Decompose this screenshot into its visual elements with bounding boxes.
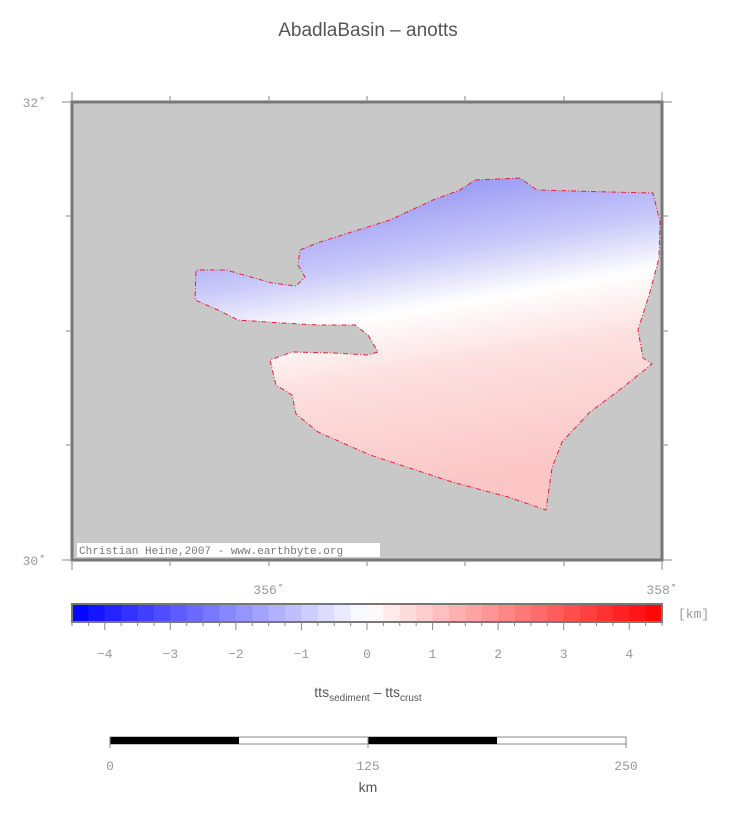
colorbar-cell (596, 604, 614, 622)
colorbar-cell (498, 604, 515, 622)
scale-label-250: 250 (614, 759, 637, 774)
colorbar-cell (629, 604, 647, 622)
basin-polygon (194, 177, 661, 511)
colorbar-cell (481, 604, 499, 622)
colorbar-cell (153, 604, 171, 622)
colorbar-cell (530, 604, 548, 622)
colorbar-cell (170, 604, 188, 622)
colorbar-cell (367, 604, 384, 622)
colorbar-cell (432, 604, 450, 622)
colorbar-cell (268, 604, 286, 622)
colorbar-cell (399, 604, 417, 622)
colorbar-cell (121, 604, 139, 622)
colorbar-cell (137, 604, 155, 622)
lat-label-top: 32˚ (23, 96, 46, 111)
colorbar-tick-label: 3 (560, 647, 568, 662)
colorbar-cell (334, 604, 352, 622)
colorbar-cell (301, 604, 319, 622)
lon-label-356: 356˚ (253, 583, 284, 598)
scale-label-0: 0 (106, 759, 114, 774)
colorbar-cell (448, 604, 466, 622)
colorbar-tick-label: 4 (625, 647, 633, 662)
colorbar-tick-label: 1 (429, 647, 437, 662)
colorbar-cell (563, 604, 581, 622)
scale-unit: km (359, 779, 378, 795)
colorbar-cell (580, 604, 597, 622)
colorbar-cell (350, 604, 368, 622)
scale-segment-3 (368, 737, 497, 744)
colorbar: [km] −4 −3 −2 −1 0 1 2 3 4 ttssediment – ttscrus… (71, 603, 709, 704)
scale-label-125: 125 (356, 759, 379, 774)
colorbar-cell (72, 604, 89, 622)
colorbar-cell (88, 604, 106, 622)
lat-label-bottom: 30˚ (23, 554, 46, 569)
colorbar-cell (612, 604, 630, 622)
colorbar-cell (383, 604, 401, 622)
credit-box (77, 543, 380, 557)
colorbar-tick-label: 0 (363, 647, 371, 662)
colorbar-cell (465, 604, 483, 622)
colorbar-tick-label: −3 (163, 647, 179, 662)
colorbar-cell (416, 604, 434, 622)
map-title: AbadlaBasin – anotts (278, 20, 458, 41)
lon-label-358: 358˚ (646, 583, 677, 598)
colorbar-unit: [km] (678, 607, 709, 622)
colorbar-cell (547, 604, 565, 622)
colorbar-cell (235, 604, 253, 622)
colorbar-cell (645, 604, 663, 622)
colorbar-cell (514, 604, 532, 622)
colorbar-cell (186, 604, 204, 622)
colorbar-cell (203, 604, 220, 622)
colorbar-tick-label: 2 (494, 647, 502, 662)
colorbar-cells (72, 604, 663, 622)
colorbar-cell (317, 604, 335, 622)
colorbar-cell (252, 604, 270, 622)
colorbar-tick-label: −1 (294, 647, 310, 662)
colorbar-cell (219, 604, 237, 622)
scale-segment-1 (110, 737, 239, 744)
colorbar-tick-label: −4 (97, 647, 113, 662)
colorbar-cell (104, 604, 122, 622)
map-panel: 32˚ 30˚ 356˚ 358˚ Christian Heine,2007 -… (23, 92, 678, 598)
credit-text: Christian Heine,2007 - www.earthbyte.org (79, 546, 343, 558)
colorbar-tick-label: −2 (228, 647, 244, 662)
colorbar-cell (285, 604, 302, 622)
colorbar-title: ttssediment – ttscrust (314, 684, 422, 704)
scale-bar: 0 125 250 km (106, 736, 638, 795)
